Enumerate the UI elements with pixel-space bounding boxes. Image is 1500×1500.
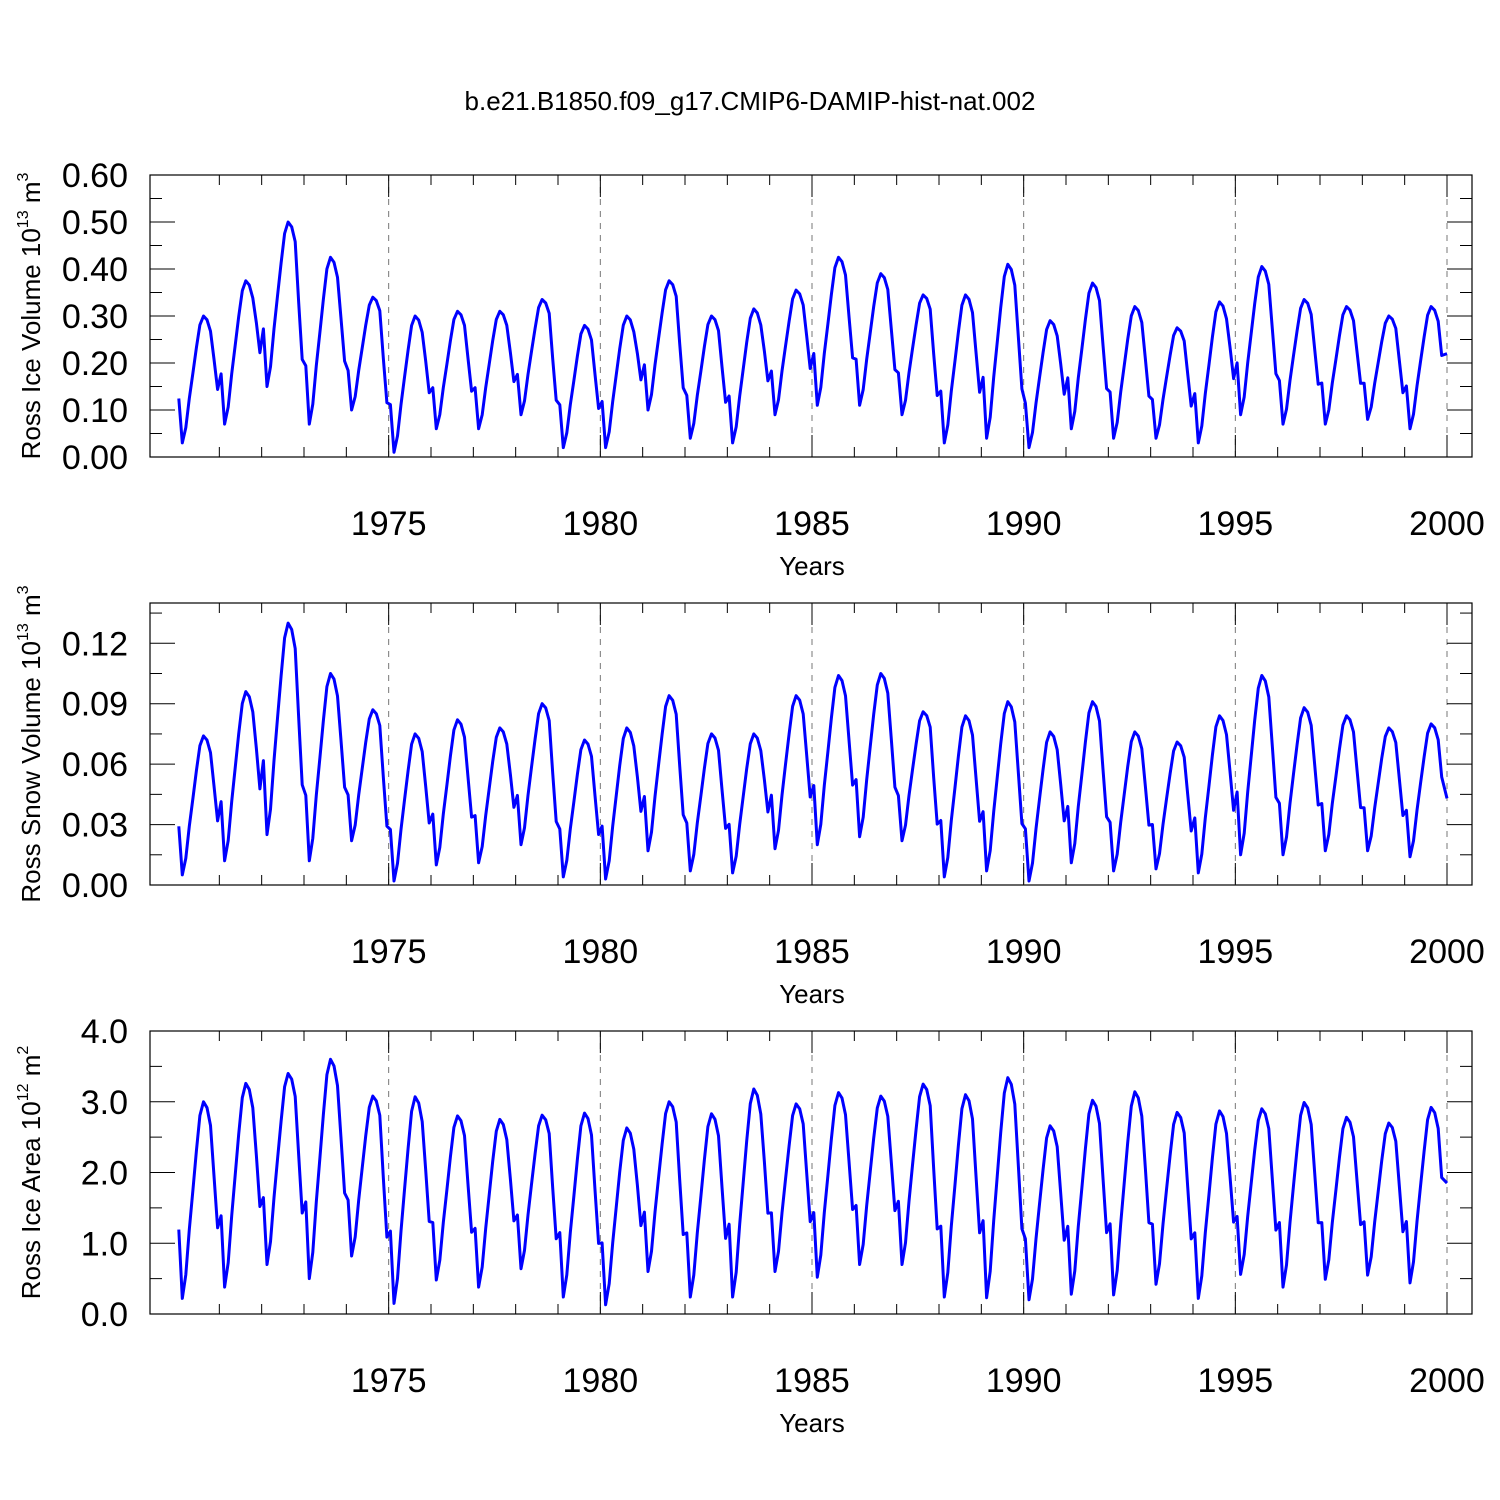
ice-volume-y-tick-label: 0.30 bbox=[62, 298, 128, 336]
snow-volume-panel: 1975 1980 1985 1990 1995 2000 Years 0.00 0.03 0.0… bbox=[15, 585, 1485, 1009]
ice-area-x-tick-label: 1990 bbox=[986, 1362, 1062, 1400]
ice-area-y-tick-label: 1.0 bbox=[81, 1225, 128, 1263]
ice-volume-plot-frame bbox=[149, 174, 1473, 458]
ice-area-x-tick-label: 1975 bbox=[351, 1362, 427, 1400]
ice-area-y-tick-label: 4.0 bbox=[81, 1013, 128, 1051]
snow-volume-y-tick-label: 0.06 bbox=[62, 746, 128, 784]
snow-volume-x-axis-title: Years bbox=[779, 979, 845, 1009]
ice-volume-y-tick-label: 0.00 bbox=[62, 439, 128, 477]
snow-volume-y-tick-label: 0.00 bbox=[62, 867, 128, 905]
ice-area-panel: 1975 1980 1985 1990 1995 2000 Years 0.0 1.0 2.0 3.… bbox=[15, 1013, 1485, 1438]
ice-area-x-tick-label: 1995 bbox=[1198, 1362, 1274, 1400]
ice-area-x-axis-title: Years bbox=[779, 1408, 845, 1438]
snow-volume-plot-frame bbox=[149, 602, 1473, 886]
ice-area-series-line bbox=[177, 1057, 1449, 1307]
ice-volume-x-tick-label: 2000 bbox=[1409, 505, 1485, 543]
ice-area-y-tick-label: 2.0 bbox=[81, 1155, 128, 1193]
snow-volume-x-tick-label: 1990 bbox=[986, 933, 1062, 971]
figure-title: b.e21.B1850.f09_g17.CMIP6-DAMIP-hist-nat… bbox=[464, 86, 1036, 116]
ice-volume-y-tick-label: 0.50 bbox=[62, 204, 128, 242]
ice-volume-y-axis-title: Ross Ice Volume 1013 m3 bbox=[15, 172, 46, 459]
ice-area-y-tick-label: 0.0 bbox=[81, 1296, 128, 1334]
snow-volume-y-axis-title: Ross Snow Volume 1013 m3 bbox=[15, 585, 46, 902]
snow-volume-y-tick-label: 0.09 bbox=[62, 686, 128, 724]
snow-volume-x-tick-label: 2000 bbox=[1409, 933, 1485, 971]
snow-volume-x-tick-label: 1975 bbox=[351, 933, 427, 971]
ice-area-y-axis-title: Ross Ice Area 1012 m2 bbox=[15, 1046, 46, 1300]
snow-volume-y-tick-label: 0.12 bbox=[62, 625, 128, 663]
ice-volume-x-tick-label: 1990 bbox=[986, 505, 1062, 543]
ice-volume-panel: 1975 1980 1985 1990 1995 2000 Years 0.00 0.10 0.2… bbox=[15, 157, 1485, 581]
snow-volume-x-tick-label: 1995 bbox=[1198, 933, 1274, 971]
snow-volume-x-tick-label: 1985 bbox=[774, 933, 850, 971]
ice-area-x-tick-label: 2000 bbox=[1409, 1362, 1485, 1400]
ice-volume-y-tick-label: 0.10 bbox=[62, 392, 128, 430]
ice-area-x-tick-label: 1985 bbox=[774, 1362, 850, 1400]
ice-volume-y-tick-label: 0.60 bbox=[62, 157, 128, 195]
ice-area-y-tick-label: 3.0 bbox=[81, 1084, 128, 1122]
ice-volume-x-tick-label: 1995 bbox=[1198, 505, 1274, 543]
ice-volume-series-line bbox=[177, 220, 1448, 454]
snow-volume-y-tick-label: 0.03 bbox=[62, 807, 128, 845]
snow-volume-series-line bbox=[177, 621, 1449, 883]
ice-volume-x-tick-label: 1980 bbox=[563, 505, 639, 543]
ice-volume-x-tick-label: 1985 bbox=[774, 505, 850, 543]
ice-volume-x-axis-title: Years bbox=[779, 551, 845, 581]
ice-volume-y-tick-label: 0.20 bbox=[62, 345, 128, 383]
ice-volume-y-tick-label: 0.40 bbox=[62, 251, 128, 289]
ice-area-x-tick-label: 1980 bbox=[563, 1362, 639, 1400]
ice-area-plot-frame bbox=[149, 1030, 1473, 1315]
snow-volume-x-tick-label: 1980 bbox=[563, 933, 639, 971]
ice-volume-x-tick-label: 1975 bbox=[351, 505, 427, 543]
